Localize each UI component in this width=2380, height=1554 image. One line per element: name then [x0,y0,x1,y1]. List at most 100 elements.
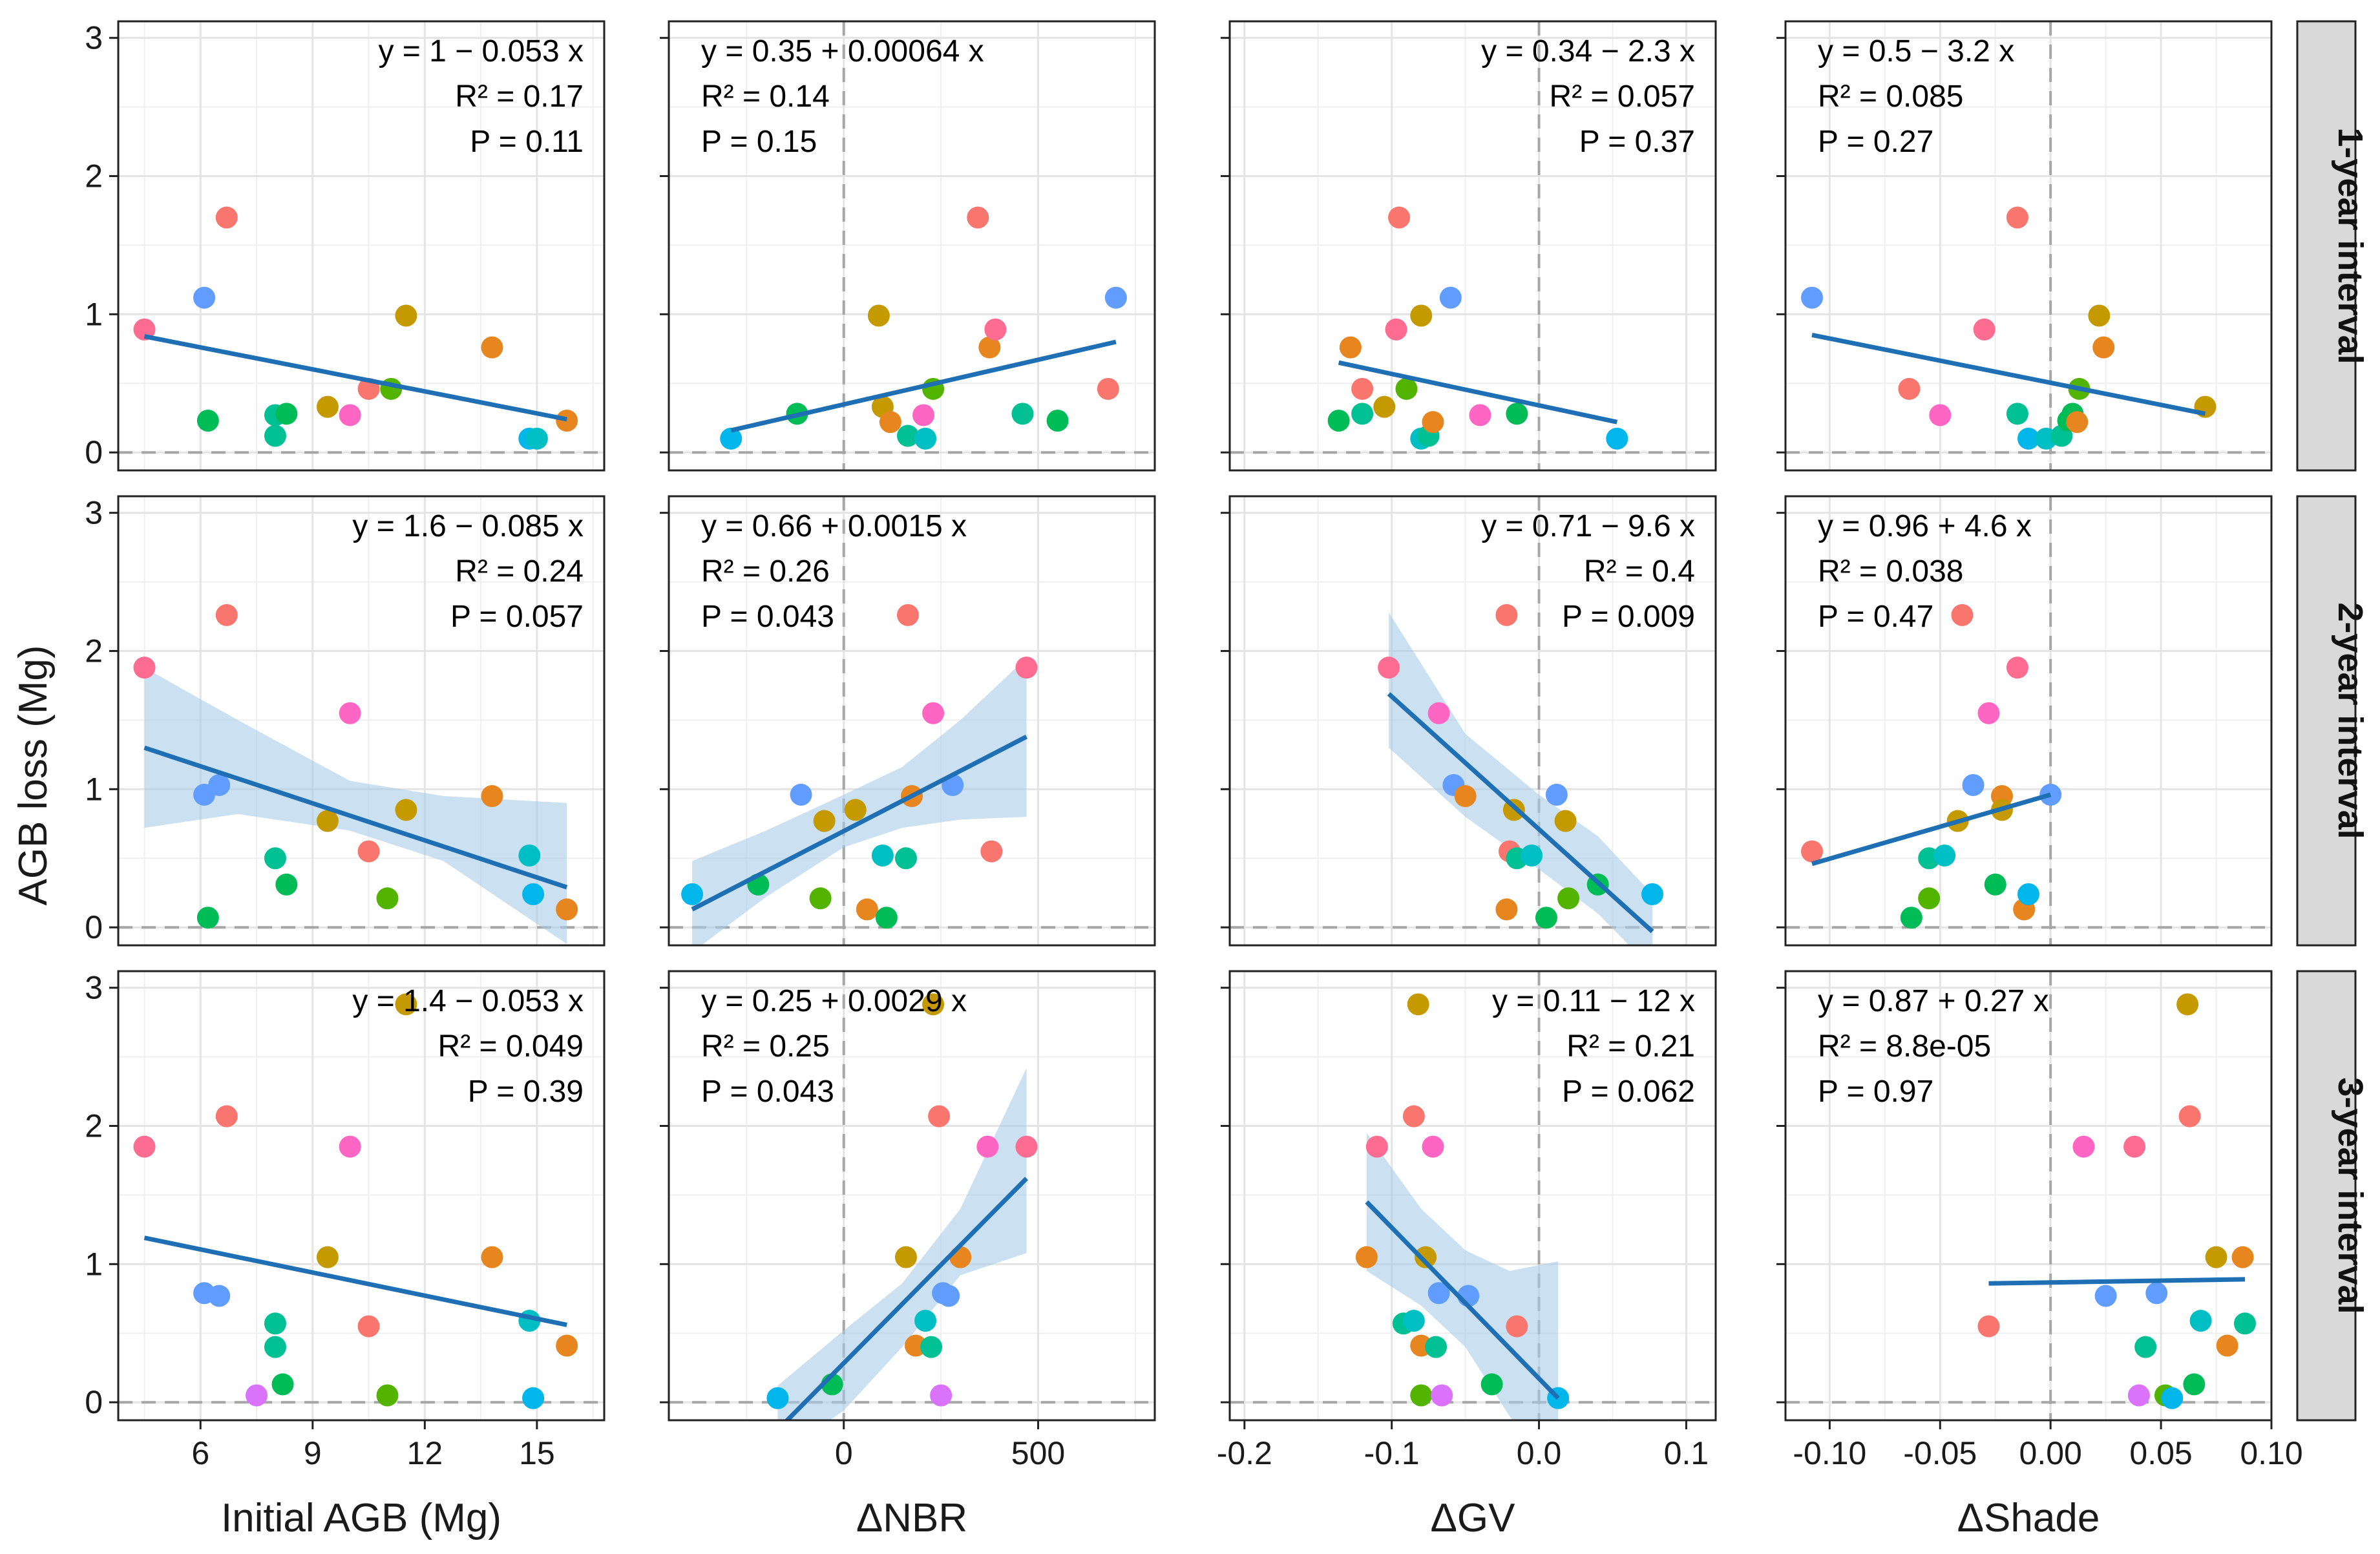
data-point [2145,1282,2168,1305]
data-point [196,410,219,432]
data-point [1929,404,1952,426]
data-point [1351,403,1374,425]
data-point [914,427,937,450]
data-point [1402,1105,1425,1128]
x-tick-label: 0.1 [1664,1435,1709,1471]
regression-annotation-line: y = 0.87 + 0.27 x [1818,984,2049,1018]
data-point [879,411,901,434]
data-point [1557,887,1580,910]
panel-background [669,21,1155,470]
data-point [339,702,361,724]
data-point [2127,1384,2150,1407]
regression-line [1988,1277,2246,1286]
y-tick-label: 3 [85,970,103,1006]
y-tick-label: 1 [85,1246,103,1282]
regression-line [730,339,1117,433]
data-point [928,1105,951,1128]
x-axis-label: ΔShade [1957,1496,2100,1540]
panel-border [1228,970,1717,1422]
data-point [208,773,231,796]
regression-annotation-line: R² = 8.8e-05 [1818,1029,1991,1064]
regression-annotation-line: P = 0.009 [1562,600,1695,634]
regression-line [784,1177,1028,1420]
data-point [2072,1135,2095,1158]
data-point [2189,1310,2212,1332]
regression-annotation-line: P = 0.057 [450,600,584,634]
x-tick-label: -0.1 [1364,1435,1420,1471]
data-point [215,604,238,626]
data-point [856,898,878,921]
data-point [1395,377,1418,400]
regression-annotation-line: P = 0.062 [1562,1075,1695,1109]
data-point [1521,845,1543,866]
regression-annotation-line: y = 1.4 − 0.053 x [352,984,584,1018]
data-point [395,993,417,1016]
data-point [1984,873,2006,896]
regression-annotation-line: R² = 0.038 [1818,554,1963,589]
regression-annotation-line: R² = 0.049 [438,1029,584,1064]
y-tick-label: 2 [85,633,103,669]
data-point [395,304,417,327]
data-point [2233,1312,2256,1335]
data-point [1545,783,1568,806]
row-strip-1: 1-year interval [2296,20,2370,472]
x-tick-label: -0.2 [1217,1435,1272,1471]
data-point [481,336,503,359]
data-point [339,404,361,426]
data-point [1801,840,1824,863]
data-point [813,810,836,832]
strip-label: 1-year interval [2331,127,2370,364]
y-axis-label: AGB loss (Mg) [11,645,56,905]
x-axis-label: ΔNBR [856,1496,967,1540]
data-point [2194,395,2217,418]
panel-plot-area [1785,496,2271,945]
data-point [1355,1246,1378,1268]
data-point [1388,206,1411,229]
data-point [522,883,545,905]
panel-plot-area [1230,21,1716,470]
data-point [1407,993,1429,1016]
regression-annotation-line: R² = 0.057 [1550,79,1695,114]
data-point [339,1135,361,1158]
regression-annotation-line: P = 0.043 [701,1075,834,1109]
data-point [1900,907,1922,929]
panel-border [668,970,1156,1422]
x-tick-label: -0.10 [1793,1435,1866,1471]
panel-background [118,971,604,1420]
data-point [316,1246,339,1268]
data-point [522,1387,545,1409]
data-point [681,883,704,905]
data-point [1535,907,1557,929]
data-point [556,1334,578,1357]
panel-border [668,495,1156,947]
panel-plot-area [669,496,1155,945]
row-strip-2: 2-year interval [2296,495,2370,947]
panel-background [1785,496,2271,945]
data-point [844,799,867,821]
data-point [481,1246,503,1268]
regression-annotation-line: y = 0.66 + 0.0015 x [701,509,967,543]
data-point [2088,304,2111,327]
data-point [357,1315,380,1338]
x-axis-label: ΔGV [1431,1496,1516,1540]
regression-annotation-line: R² = 0.26 [701,554,830,589]
panel-plot-area [118,21,604,470]
data-point [871,845,894,866]
data-point [1425,1336,1448,1358]
data-point [2006,403,2028,425]
data-point [1339,336,1362,359]
panel-border [1228,495,1717,947]
data-point [264,1312,286,1335]
data-point [2178,1105,2201,1128]
x-tick-label: 6 [191,1435,209,1471]
panel-2-3: y = 0.25 + 0.0029 x R² = 0.25 P = 0.043 [660,970,1156,1422]
x-tick-label: 0 [835,1435,853,1471]
x-tick-label: 0.0 [1517,1435,1562,1471]
panel-1-1: y = 1 − 0.053 x R² = 0.17 P = 0.11 0 1 2 3 [85,20,606,472]
panel-3-3: y = 0.11 − 12 x R² = 0.21 P = 0.062 [1221,970,1717,1422]
panel-plot-area [118,971,604,1420]
y-tick-label: 2 [85,1108,103,1144]
regression-line [1338,360,1618,425]
regression-annotation-line: R² = 0.24 [455,554,584,589]
strip-background [2296,20,2357,472]
